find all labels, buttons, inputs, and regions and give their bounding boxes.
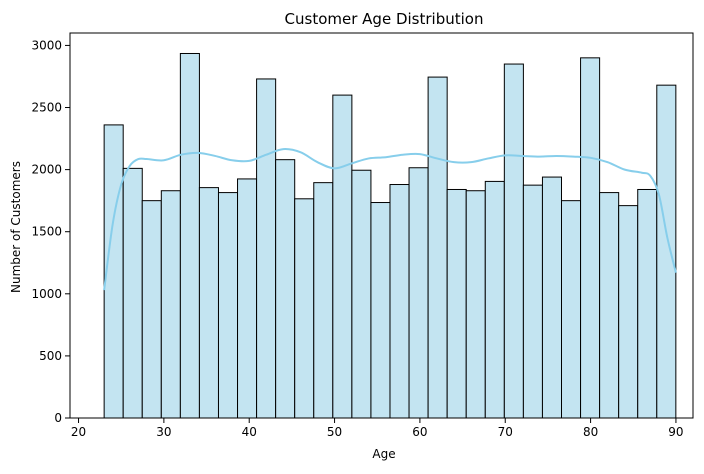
y-tick-label: 1000 <box>31 287 62 301</box>
histogram-bar <box>351 169 372 419</box>
histogram-bar <box>599 192 620 419</box>
y-axis-ticks: 0 500 1000 1500 2000 2500 3000 <box>31 38 70 425</box>
histogram-bar <box>141 200 162 419</box>
histogram-bar <box>237 178 258 419</box>
histogram-bar <box>427 76 448 419</box>
x-tick-label: 50 <box>327 425 342 439</box>
x-tick-label: 80 <box>583 425 598 439</box>
histogram-bar <box>561 200 582 419</box>
y-tick-label: 1500 <box>31 225 62 239</box>
x-tick-label: 70 <box>498 425 513 439</box>
histogram-bar <box>160 190 181 419</box>
x-tick-label: 30 <box>156 425 171 439</box>
histogram-bar <box>484 180 505 419</box>
histogram-bar <box>637 188 658 419</box>
x-axis-label: Age <box>372 447 395 461</box>
y-tick-label: 500 <box>39 349 62 363</box>
histogram-bar <box>122 167 143 419</box>
y-tick-label: 2000 <box>31 163 62 177</box>
plot-frame <box>69 32 694 419</box>
histogram-bar <box>541 176 563 419</box>
histogram-bar <box>217 192 239 419</box>
histogram-bar <box>522 184 543 419</box>
histogram-bar <box>370 202 391 419</box>
x-tick-label: 60 <box>412 425 427 439</box>
x-tick-label: 20 <box>71 425 86 439</box>
histogram-bar <box>656 84 677 419</box>
bars-group <box>103 52 677 419</box>
histogram-bar <box>275 159 296 419</box>
y-tick-label: 3000 <box>31 38 62 52</box>
x-axis-ticks: 20 30 40 50 60 70 80 90 <box>71 418 684 439</box>
y-tick-label: 2500 <box>31 101 62 115</box>
histogram-bar <box>618 205 639 419</box>
histogram-bar <box>313 182 334 419</box>
histogram-bar <box>256 78 277 419</box>
histogram-bar <box>198 187 219 419</box>
histogram-bar <box>389 184 410 419</box>
histogram-bar <box>580 57 601 419</box>
histogram-bar <box>179 52 200 419</box>
y-tick-label: 0 <box>54 411 62 425</box>
x-tick-label: 90 <box>668 425 683 439</box>
histogram-bar <box>465 190 486 419</box>
histogram-bar <box>446 188 467 419</box>
histogram-bar <box>294 198 315 419</box>
x-tick-label: 40 <box>242 425 257 439</box>
y-axis-label: Number of Customers <box>9 161 23 293</box>
chart-title: Customer Age Distribution <box>285 10 484 28</box>
histogram-bar <box>332 94 353 419</box>
histogram-bar <box>503 63 524 419</box>
histogram-bar <box>408 167 429 419</box>
kde-line <box>103 148 677 291</box>
